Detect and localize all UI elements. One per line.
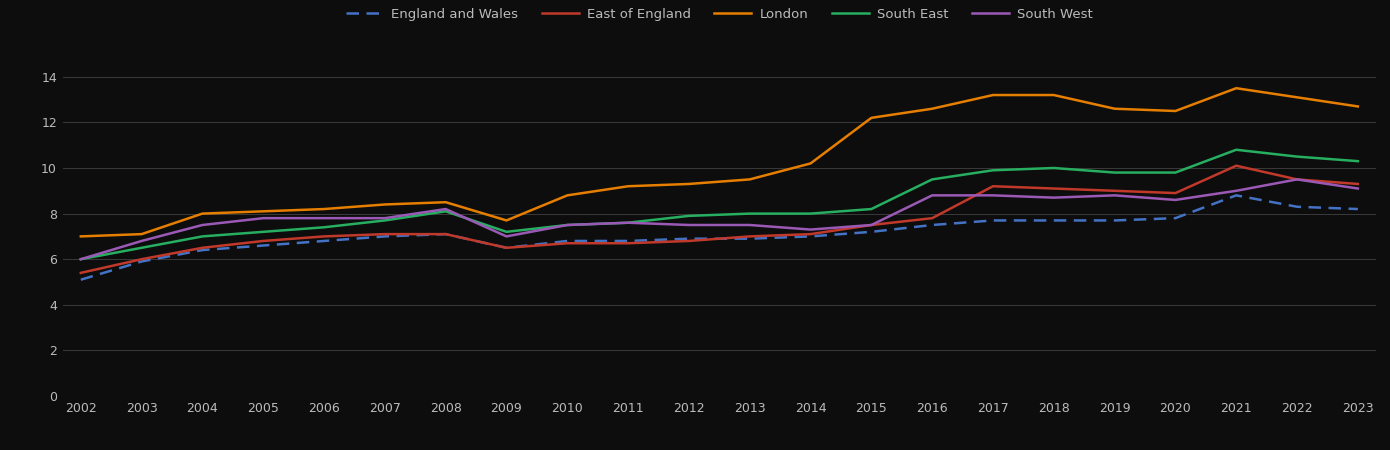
Legend: England and Wales, East of England, London, South East, South West: England and Wales, East of England, Lond… (341, 2, 1098, 26)
